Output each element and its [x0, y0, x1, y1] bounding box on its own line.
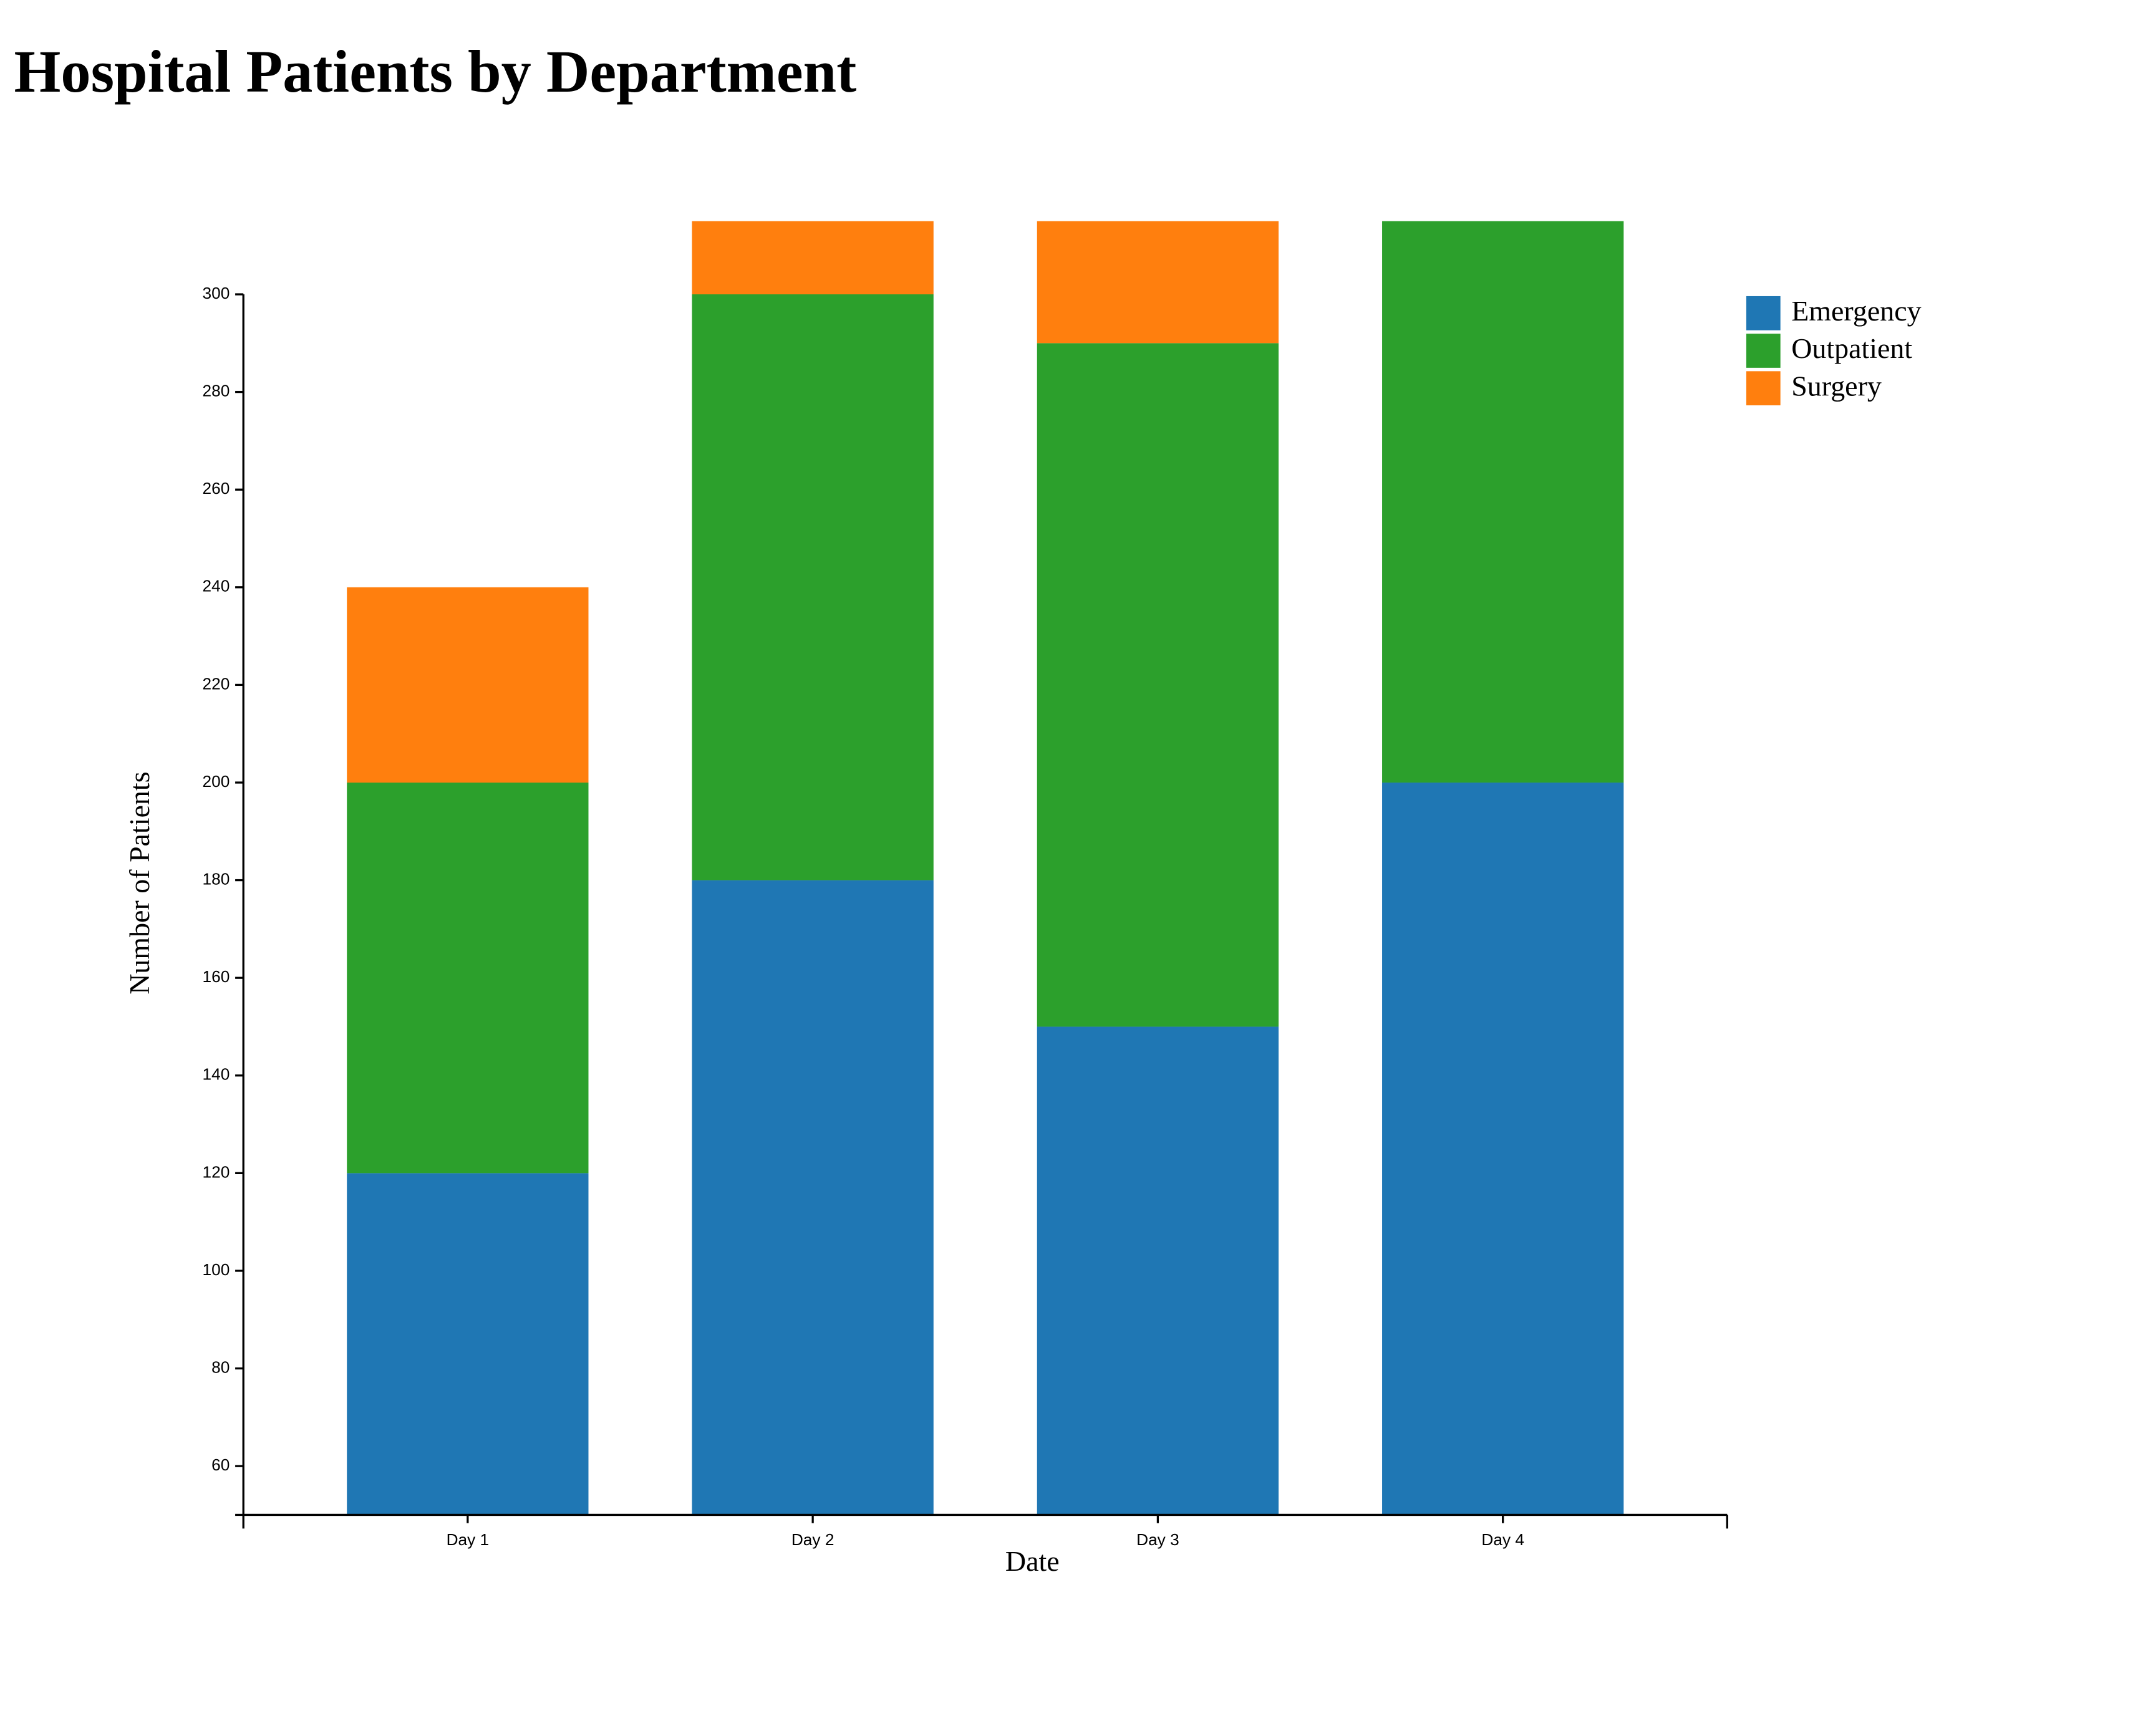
y-tick-label: 300 [203, 284, 230, 302]
legend-swatch [1746, 334, 1781, 368]
y-tick-label: 220 [203, 674, 230, 693]
y-axis-label: Number of Patients [123, 771, 155, 994]
y-tick-label: 180 [203, 870, 230, 889]
x-tick-label: Day 3 [1136, 1530, 1179, 1549]
legend-swatch [1746, 296, 1781, 330]
x-tick-label: Day 4 [1481, 1530, 1524, 1549]
y-tick-label: 260 [203, 479, 230, 498]
bar-segment [347, 587, 589, 783]
bar-segment [1037, 1026, 1279, 1515]
y-tick-label: 120 [203, 1162, 230, 1181]
bar-segment [1382, 1, 1623, 148]
bar-segment [692, 221, 934, 295]
y-tick-label: 60 [211, 1455, 230, 1474]
bar-segment [692, 294, 934, 880]
y-tick-label: 80 [211, 1357, 230, 1376]
chart-title: Hospital Patients by Department [14, 38, 857, 105]
x-tick-label: Day 2 [791, 1530, 834, 1549]
legend-label: Emergency [1791, 295, 1921, 327]
bar-segment [1037, 343, 1279, 1027]
bar-segment [1037, 221, 1279, 344]
x-tick-label: Day 1 [447, 1530, 490, 1549]
bar-segment [692, 880, 934, 1515]
bar-segment [347, 782, 589, 1174]
y-tick-label: 240 [203, 577, 230, 596]
bar-segment [1382, 782, 1624, 1515]
x-axis-label: Date [1005, 1545, 1060, 1577]
y-tick-label: 200 [203, 772, 230, 791]
bar-segment [1382, 221, 1624, 783]
bar-segment [347, 1173, 589, 1515]
bars [347, 1, 1624, 1515]
legend-label: Outpatient [1791, 332, 1912, 364]
y-tick-label: 100 [203, 1260, 230, 1279]
legend-label: Surgery [1791, 370, 1882, 402]
legend-swatch [1746, 371, 1781, 406]
y-tick-label: 280 [203, 382, 230, 400]
y-tick-label: 160 [203, 967, 230, 986]
y-tick-label: 140 [203, 1065, 230, 1084]
